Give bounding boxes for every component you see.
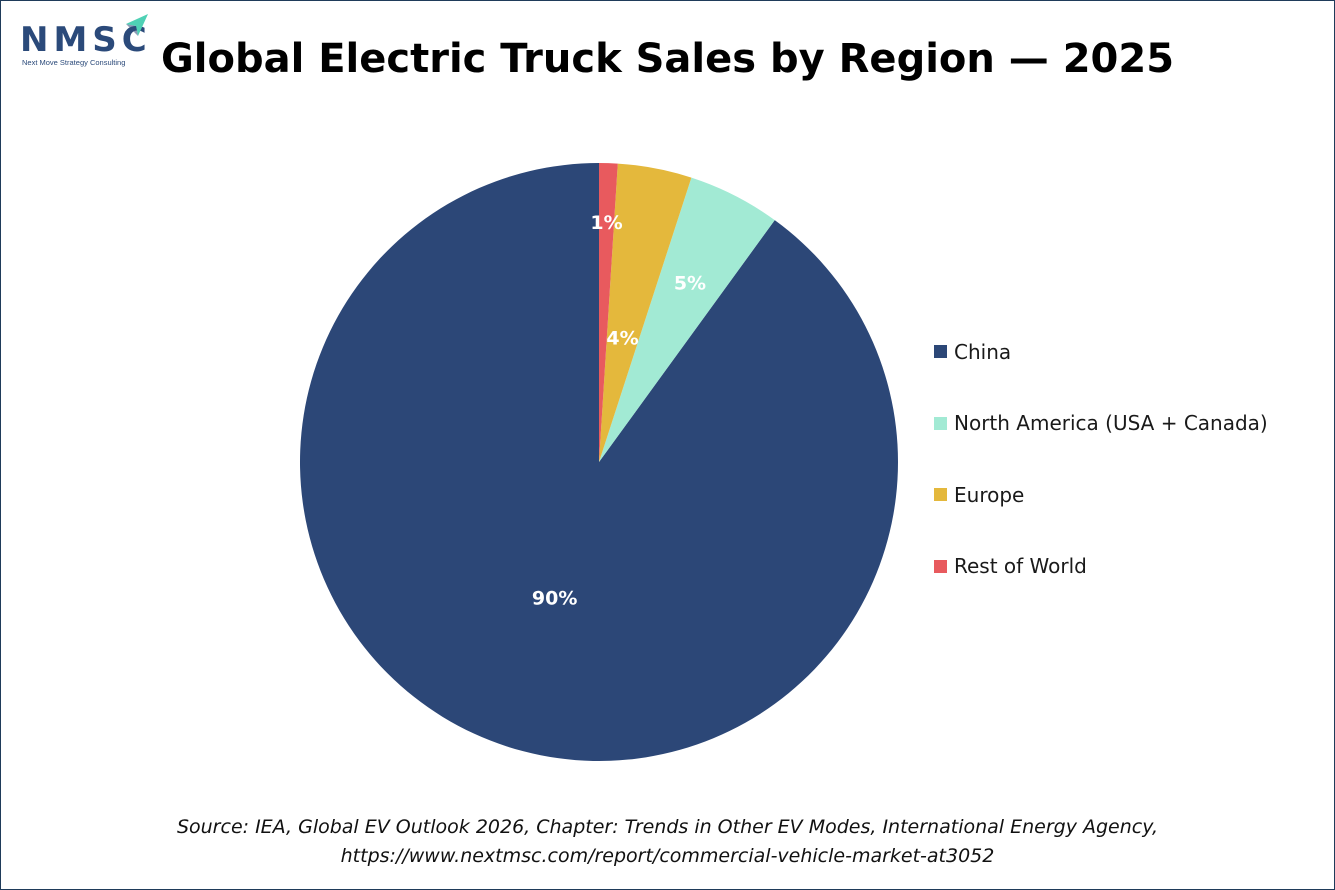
logo-wordmark: NMSC — [20, 20, 152, 60]
legend-item-china: China — [934, 316, 1268, 388]
legend-item-europe: Europe — [934, 459, 1268, 531]
source-line-1: Source: IEA, Global EV Outlook 2026, Cha… — [176, 816, 1159, 838]
slice-label-europe: 4% — [606, 328, 638, 350]
legend-item-north-america-usa-canada: North America (USA + Canada) — [934, 388, 1268, 460]
pie-slice-china — [300, 163, 898, 762]
logo-tagline: Next Move Strategy Consulting — [22, 58, 126, 67]
legend-label: Europe — [954, 482, 1025, 507]
legend-swatch — [934, 488, 947, 502]
legend-swatch — [934, 559, 947, 573]
slice-label-rest-of-world: 1% — [590, 212, 622, 234]
source-line-2: https://www.nextmsc.com/report/commercia… — [340, 845, 995, 867]
pie-slice-europe — [599, 163, 692, 462]
legend-label: North America (USA + Canada) — [954, 411, 1268, 436]
legend-item-rest-of-world: Rest of World — [934, 531, 1268, 603]
pie-slice-north-america-usa-canada — [599, 177, 775, 462]
slice-label-north-america-usa-canada: 5% — [674, 273, 706, 295]
nmsc-logo: NMSC Next Move Strategy Consulting — [20, 12, 160, 70]
legend-swatch — [934, 345, 947, 359]
pie-slice-rest-of-world — [599, 163, 618, 462]
logo-arrow-icon — [126, 14, 148, 36]
chart-title: Global Electric Truck Sales by Region — … — [160, 36, 1175, 82]
legend-label: China — [954, 339, 1012, 364]
legend-swatch — [934, 416, 947, 430]
legend-label: Rest of World — [954, 554, 1087, 579]
source-note: Source: IEA, Global EV Outlook 2026, Cha… — [0, 813, 1335, 871]
slice-label-china: 90% — [532, 587, 577, 609]
chart-legend: China North America (USA + Canada) Europe R… — [934, 316, 1268, 602]
